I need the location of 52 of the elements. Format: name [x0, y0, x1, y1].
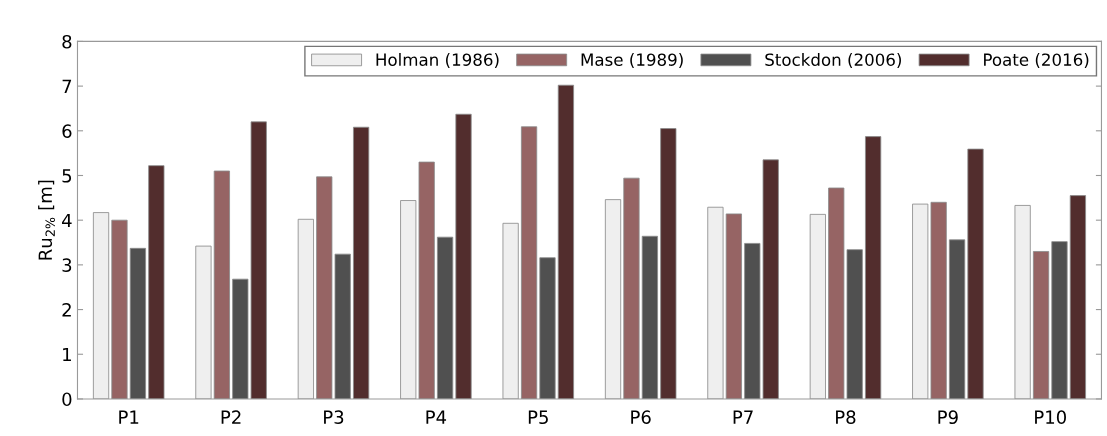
y-tick-label: 7 — [62, 79, 72, 93]
bar — [148, 165, 165, 399]
x-tick-label: P3 — [324, 410, 344, 425]
bar — [353, 126, 370, 399]
bar — [725, 213, 742, 399]
bar — [502, 222, 519, 399]
y-tick-label: 6 — [62, 124, 72, 138]
legend-label: Holman (1986) — [376, 53, 499, 68]
bar — [967, 148, 984, 399]
y-axis-title: Ru$_{2%}$ [m] — [38, 180, 55, 260]
y-tick-label: 8 — [62, 34, 72, 49]
x-tick-label: P7 — [733, 410, 753, 424]
y-tick-label: 5 — [62, 169, 72, 183]
bar — [92, 212, 110, 399]
legend-label: Poate (2016) — [984, 53, 1089, 68]
x-tick-label: P10 — [1035, 410, 1066, 425]
bar — [1069, 195, 1087, 399]
x-tick-label: P5 — [528, 410, 548, 425]
bar — [865, 136, 882, 399]
bar — [557, 84, 575, 399]
bar — [1032, 251, 1050, 399]
y-tick-label: 4 — [62, 213, 72, 228]
x-tick-label: P8 — [836, 410, 856, 425]
bar — [437, 236, 454, 399]
x-tick-label: P6 — [631, 410, 651, 425]
x-tick-label: P9 — [938, 410, 958, 425]
bar — [604, 199, 622, 399]
y-tick-label: 3 — [62, 258, 72, 272]
bar — [1014, 205, 1031, 399]
x-tick-label: P2 — [221, 410, 241, 424]
y-tick-label: 2 — [62, 303, 71, 317]
bar — [948, 239, 966, 399]
x-tick-label: P4 — [426, 410, 447, 424]
bar — [539, 257, 556, 399]
bar — [111, 219, 128, 399]
bar — [707, 206, 724, 399]
y-tick-label: 1 — [63, 347, 71, 362]
bar — [660, 128, 677, 399]
bar — [129, 247, 146, 399]
bar — [641, 235, 658, 399]
bar — [195, 245, 212, 399]
bar — [520, 126, 538, 399]
bar — [809, 213, 826, 399]
bar — [213, 170, 230, 399]
x-tick-label: P1 — [119, 410, 139, 424]
y-tick-label: 0 — [62, 392, 72, 407]
bar — [623, 177, 640, 399]
bar — [297, 218, 314, 399]
legend-label: Stockdon (2006) — [765, 53, 901, 68]
bar — [455, 113, 472, 399]
legend-label: Mase (1989) — [581, 53, 683, 68]
bar — [1051, 241, 1068, 399]
